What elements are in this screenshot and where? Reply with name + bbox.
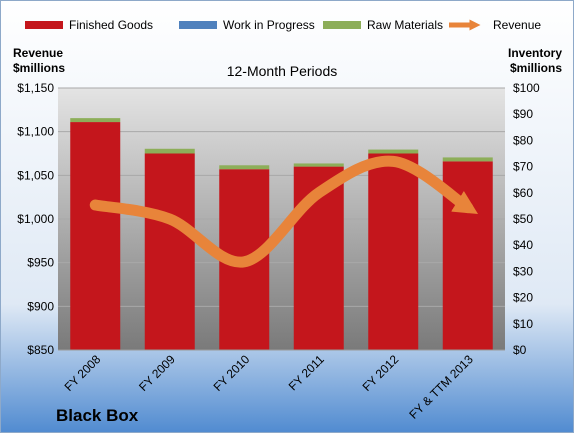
right-tick-label: $20: [513, 291, 533, 305]
bar-raw-materials: [368, 149, 419, 154]
legend-swatch-work-in-progress: [179, 21, 217, 29]
left-tick-label: $1,050: [17, 168, 54, 182]
right-axis-title-line2: $millions: [510, 61, 562, 75]
bar-raw-materials: [219, 165, 270, 170]
right-tick-label: $10: [513, 317, 533, 331]
left-tick-label: $950: [27, 256, 54, 270]
right-tick-label: $30: [513, 264, 533, 278]
right-tick-label: $100: [513, 81, 540, 95]
legend-label: Finished Goods: [69, 18, 153, 32]
left-axis-title-line2: $millions: [13, 61, 65, 75]
right-tick-label: $40: [513, 238, 533, 252]
legend-label: Work in Progress: [223, 18, 315, 32]
line-layer: [89, 155, 479, 268]
right-tick-label: $80: [513, 133, 533, 147]
revenue-line: [89, 155, 479, 268]
left-tick-label: $850: [27, 343, 54, 357]
left-axis-ticks: $850 $900 $950 $1,000 $1,050 $1,100 $1,150: [17, 81, 54, 357]
chart-subtitle: 12-Month Periods: [227, 63, 338, 79]
bar-raw-materials: [442, 157, 493, 162]
right-tick-label: $90: [513, 107, 533, 121]
legend-swatch-raw-materials: [323, 21, 361, 29]
brand-label: Black Box: [56, 406, 139, 425]
legend-label: Raw Materials: [367, 18, 443, 32]
right-axis-title-line1: Inventory: [508, 46, 562, 60]
right-tick-label: $0: [513, 343, 527, 357]
bar-finished-goods: [70, 122, 121, 350]
bar-raw-materials: [70, 118, 121, 123]
bar-raw-materials: [293, 163, 344, 167]
right-tick-label: $50: [513, 212, 533, 226]
right-tick-label: $60: [513, 186, 533, 200]
left-tick-label: $1,100: [17, 125, 54, 139]
bar-raw-materials: [144, 148, 195, 154]
right-axis-ticks: $0 $10 $20 $30 $40 $50 $60 $70 $80 $90 $100: [513, 81, 540, 357]
left-axis-title-line1: Revenue: [13, 46, 63, 60]
left-tick-label: $1,150: [17, 81, 54, 95]
legend-label: Revenue: [493, 18, 541, 32]
left-tick-label: $900: [27, 299, 54, 313]
bar-finished-goods: [368, 153, 419, 350]
bar-finished-goods: [144, 153, 195, 350]
left-tick-label: $1,000: [17, 212, 54, 226]
right-tick-label: $70: [513, 160, 533, 174]
legend-swatch-finished-goods: [25, 21, 63, 29]
legend: Finished Goods Work in Progress Raw Materi…: [25, 18, 541, 32]
